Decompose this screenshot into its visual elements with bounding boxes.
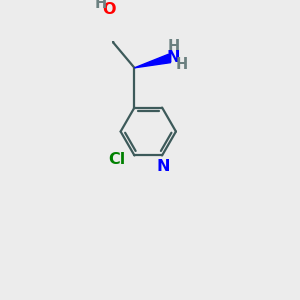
Text: N: N: [156, 159, 170, 174]
Text: N: N: [166, 50, 180, 65]
Text: O: O: [103, 2, 116, 17]
Text: Cl: Cl: [109, 152, 126, 167]
Text: H: H: [176, 57, 188, 72]
Text: H: H: [94, 0, 107, 11]
Text: H: H: [168, 39, 180, 54]
Polygon shape: [134, 54, 171, 68]
